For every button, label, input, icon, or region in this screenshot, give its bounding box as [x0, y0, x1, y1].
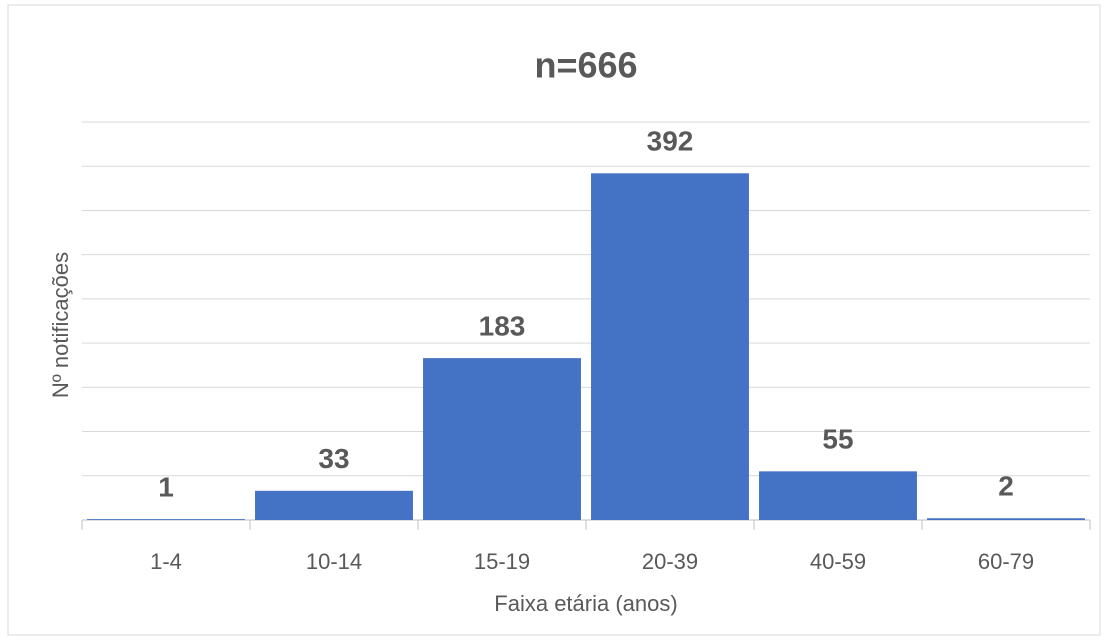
x-axis-title: Faixa etária (anos) — [494, 591, 677, 616]
data-label: 33 — [318, 443, 349, 474]
bar — [255, 490, 413, 520]
x-tick-label: 10-14 — [306, 549, 362, 574]
bar — [423, 358, 581, 520]
bar — [927, 518, 1085, 520]
data-label: 183 — [479, 311, 526, 342]
chart-border — [7, 4, 1101, 636]
x-tick-label: 15-19 — [474, 549, 530, 574]
chart-title: n=666 — [534, 45, 637, 86]
bar — [591, 173, 749, 520]
x-tick-label: 60-79 — [978, 549, 1034, 574]
data-label: 55 — [822, 424, 853, 455]
x-tick-label: 40-59 — [810, 549, 866, 574]
bar — [759, 471, 917, 520]
x-tick-label: 1-4 — [150, 549, 182, 574]
data-label: 2 — [998, 471, 1014, 502]
data-label: 392 — [647, 126, 694, 157]
bar — [87, 519, 245, 520]
data-label: 1 — [158, 472, 174, 503]
x-tick-label: 20-39 — [642, 549, 698, 574]
y-axis-title: Nº notificações — [48, 252, 73, 398]
